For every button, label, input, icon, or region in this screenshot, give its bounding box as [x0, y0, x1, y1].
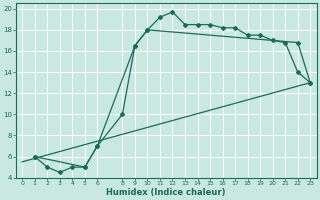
X-axis label: Humidex (Indice chaleur): Humidex (Indice chaleur): [107, 188, 226, 197]
